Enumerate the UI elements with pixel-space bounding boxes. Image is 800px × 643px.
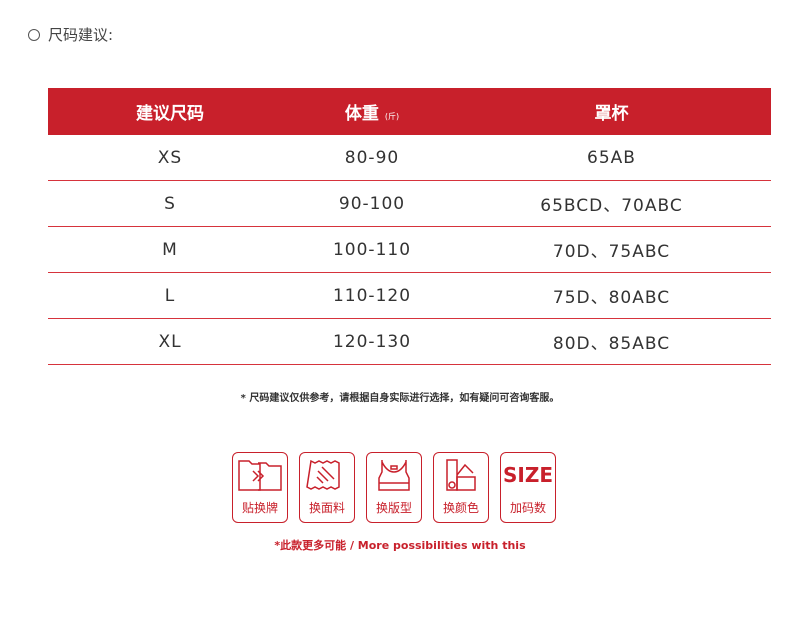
cup-cell: 80D、85ABC (452, 318, 771, 365)
size-note: * 尺码建议仅供参考，请根据自身实际进行选择，如有疑问可咨询客服。 (240, 393, 560, 404)
cup-cell: 65AB (452, 135, 771, 181)
weight-cell: 110-120 (292, 272, 452, 319)
header-size: 建议尺码 (48, 88, 292, 135)
table-row: S 90-100 65BCD、70ABC (48, 180, 771, 227)
size-cell: XS (48, 135, 292, 181)
header-cup: 罩杯 (452, 88, 771, 135)
service-icons: 贴换牌 换面料 换版型 换颜色 SIZE 加码数 (232, 452, 556, 523)
section-title: 尺码建议: (28, 24, 113, 45)
cup-cell: 75D、80ABC (452, 272, 771, 319)
size-cell: M (48, 226, 292, 273)
garment-icon (378, 460, 410, 491)
service-size: SIZE 加码数 (500, 452, 556, 523)
size-icon: SIZE (502, 463, 553, 487)
header-weight: 体重 (斤) (292, 88, 452, 135)
label-swap-icon (238, 460, 282, 491)
service-label-swap: 贴换牌 (232, 452, 288, 523)
table-row: M 100-110 70D、75ABC (48, 226, 771, 273)
service-fabric: 换面料 (299, 452, 355, 523)
fabric-icon (306, 459, 340, 490)
size-cell: XL (48, 318, 292, 365)
more-possibilities: *此款更多可能 / More possibilities with this (274, 539, 526, 552)
size-cell: L (48, 272, 292, 319)
size-cell: S (48, 180, 292, 227)
color-swatch-icon (446, 459, 476, 491)
table-row: XS 80-90 65AB (48, 135, 771, 181)
table-row: XL 120-130 80D、85ABC (48, 318, 771, 365)
service-color: 换颜色 (433, 452, 489, 523)
circle-bullet-icon (28, 28, 40, 41)
size-table: 建议尺码 体重 (斤) 罩杯 XS 80-90 65AB S 90-100 65BCD、70… (48, 88, 771, 365)
cup-cell: 65BCD、70ABC (452, 180, 771, 227)
table-row: L 110-120 75D、80ABC (48, 272, 771, 319)
weight-cell: 100-110 (292, 226, 452, 273)
weight-cell: 80-90 (292, 135, 452, 181)
service-garment: 换版型 (366, 452, 422, 523)
weight-cell: 90-100 (292, 180, 452, 227)
weight-cell: 120-130 (292, 318, 452, 365)
cup-cell: 70D、75ABC (452, 226, 771, 273)
